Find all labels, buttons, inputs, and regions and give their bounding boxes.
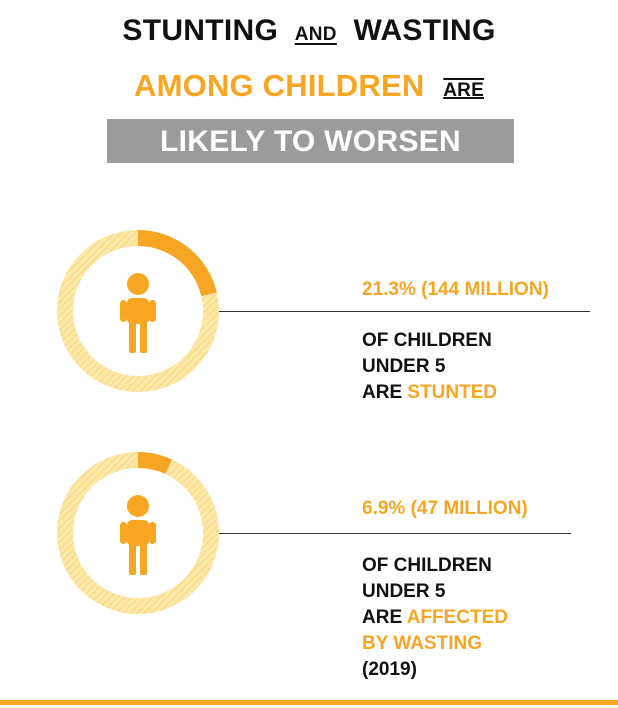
donut-wasting-share	[138, 452, 173, 475]
wasting-description: OF CHILDREN UNDER 5 ARE AFFECTED BY WAST…	[362, 553, 508, 683]
wasting-desc-are: ARE	[362, 607, 407, 628]
stunting-desc-line2: UNDER 5	[362, 356, 446, 377]
title-and: AND	[294, 24, 337, 45]
title-line-2: AMONG CHILDREN ARE	[0, 68, 618, 104]
stunting-desc-line1: OF CHILDREN	[362, 330, 492, 351]
child-icon	[120, 495, 156, 575]
donut-stunting-share	[138, 230, 217, 297]
stunting-value: 21.3% (144 MILLION)	[362, 279, 549, 300]
stunting-desc-line3: ARE STUNTED	[362, 380, 497, 406]
donut-wasting	[56, 452, 219, 614]
banner-text: LIKELY TO WORSEN	[160, 125, 461, 158]
donut-stunting	[57, 230, 220, 392]
child-icon	[120, 273, 156, 353]
wasting-desc-affected: AFFECTED	[406, 607, 509, 628]
wasting-desc-line2: UNDER 5	[362, 581, 446, 602]
wasting-desc-year: (2019)	[362, 659, 417, 680]
wasting-value: 6.9% (47 MILLION)	[362, 498, 528, 519]
wasting-desc-line3: ARE AFFECTED	[362, 605, 508, 631]
title-line-1: STUNTING AND WASTING	[0, 14, 618, 48]
stunting-desc-stunted: STUNTED	[407, 382, 498, 403]
stunting-connector-line	[219, 311, 590, 312]
bottom-accent-bar	[0, 700, 618, 705]
wasting-connector-line	[219, 533, 571, 534]
title-are: ARE	[443, 80, 484, 101]
title-stunting: STUNTING	[122, 14, 279, 47]
wasting-desc-line1: OF CHILDREN	[362, 555, 492, 576]
wasting-desc-line4: BY WASTING	[362, 633, 482, 654]
title-among-children: AMONG CHILDREN	[134, 68, 425, 103]
stunting-desc-are: ARE	[362, 382, 408, 403]
stunting-description: OF CHILDREN UNDER 5 ARE STUNTED	[362, 328, 497, 406]
title-banner: LIKELY TO WORSEN	[107, 119, 514, 163]
title-wasting: WASTING	[353, 14, 496, 47]
